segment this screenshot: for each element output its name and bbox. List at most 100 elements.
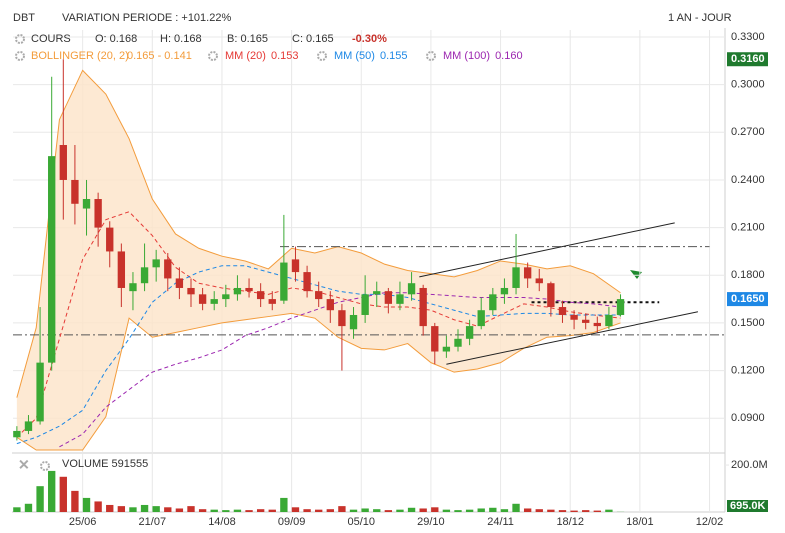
x-tick-label: 29/10 <box>417 516 445 528</box>
candle-body <box>233 287 242 295</box>
x-tick-label: 25/06 <box>69 516 97 528</box>
volume-bar <box>106 504 114 512</box>
legend-value: 0.155 <box>380 50 408 62</box>
volume-bar <box>291 507 300 512</box>
legend-label: BOLLINGER (20, 2) <box>31 50 129 62</box>
volume-bar <box>547 509 555 512</box>
candle-body <box>431 326 439 352</box>
volume-bar <box>164 507 172 512</box>
legend-value: H: 0.168 <box>160 33 202 45</box>
volume-tick-label: 200.0M <box>731 459 768 471</box>
volume-bar <box>222 510 230 512</box>
legend-value: 0.153 <box>271 50 299 62</box>
price-tag-label: 0.3160 <box>731 53 765 65</box>
candle-body <box>198 294 207 304</box>
y-tick-label: 0.2100 <box>731 222 765 234</box>
candle-body <box>373 291 381 295</box>
moving-average <box>59 292 621 448</box>
candle-body <box>303 272 311 292</box>
price-tag-label: 0.1650 <box>731 293 765 305</box>
candle-body <box>152 259 160 268</box>
candle-body <box>489 294 497 311</box>
volume-tag-label: 695.0K <box>730 500 766 512</box>
settings-icon <box>15 34 25 44</box>
variation: VARIATION PERIODE : +101.22% <box>62 12 231 24</box>
settings-icon <box>208 51 218 61</box>
y-tick-label: 0.0900 <box>731 412 765 424</box>
signal-arrow <box>630 270 642 279</box>
candle-body <box>396 294 404 304</box>
volume-bar <box>523 508 532 512</box>
candle-body <box>442 346 451 352</box>
volume-bar <box>582 510 590 512</box>
volume-bar <box>570 510 578 512</box>
candle-body <box>547 283 555 308</box>
volume-bar <box>245 510 253 512</box>
settings-icon <box>426 51 436 61</box>
volume-bar <box>384 510 393 512</box>
volume-bar <box>500 509 509 512</box>
volume-bar <box>489 507 497 512</box>
candle-body <box>59 145 67 180</box>
price-tag <box>727 52 768 67</box>
price-tag <box>727 292 768 307</box>
volume-bar <box>454 510 462 512</box>
legend-change: -0.30% <box>352 33 387 45</box>
volume-bar <box>558 510 567 512</box>
volume-bar <box>187 506 195 512</box>
y-tick-label: 0.2400 <box>731 174 765 186</box>
legend-value: 0.165 - 0.141 <box>127 50 192 62</box>
candle-body <box>315 291 323 300</box>
candle-body <box>106 227 114 252</box>
volume-bar <box>477 508 485 512</box>
volume-bar <box>593 510 601 512</box>
candle-body <box>280 262 288 301</box>
volume-bar <box>326 509 334 512</box>
candle-body <box>164 259 172 279</box>
x-tick-label: 14/08 <box>208 516 236 528</box>
legend-value: O: 0.168 <box>95 33 137 45</box>
candle-body <box>187 287 195 295</box>
period[interactable]: 1 AN - JOUR <box>668 12 732 24</box>
volume-bar <box>48 470 56 512</box>
volume-bar <box>59 476 67 512</box>
candle-body <box>570 314 578 320</box>
settings-icon <box>317 51 327 61</box>
y-tick-label: 0.2700 <box>731 126 765 138</box>
candle-body <box>82 199 91 209</box>
settings-icon <box>15 51 25 61</box>
volume-tag <box>727 500 768 512</box>
candle-body <box>477 310 485 327</box>
volume-bar <box>407 507 416 512</box>
candle-body <box>256 291 265 300</box>
candle-body <box>175 278 184 288</box>
candle-body <box>71 179 79 204</box>
volume-bar <box>431 507 439 512</box>
volume-bar <box>117 506 126 512</box>
volume-bar <box>152 506 160 512</box>
volume-bar <box>373 509 381 512</box>
candle-body <box>454 338 462 347</box>
volume-bar <box>140 504 149 512</box>
candle-body <box>616 299 625 315</box>
volume-bar <box>535 509 543 512</box>
candle-body <box>48 156 56 363</box>
bollinger-lower <box>16 312 621 451</box>
candle-body <box>500 287 509 295</box>
volume-bar <box>338 506 346 512</box>
legend-label: MM (50) <box>334 50 375 62</box>
volume-bar <box>315 509 323 512</box>
candle-body <box>338 310 346 327</box>
volume-bar <box>280 497 288 512</box>
candle-body <box>13 430 21 438</box>
candle-body <box>129 283 137 292</box>
volume-bar <box>512 503 520 512</box>
candle-body <box>117 251 126 288</box>
candle-body <box>268 299 276 304</box>
candle-body <box>94 199 102 228</box>
candle-body <box>407 283 416 295</box>
close-icon: ✕ <box>18 457 30 473</box>
volume-bar <box>24 503 33 512</box>
volume-bar <box>13 507 21 512</box>
